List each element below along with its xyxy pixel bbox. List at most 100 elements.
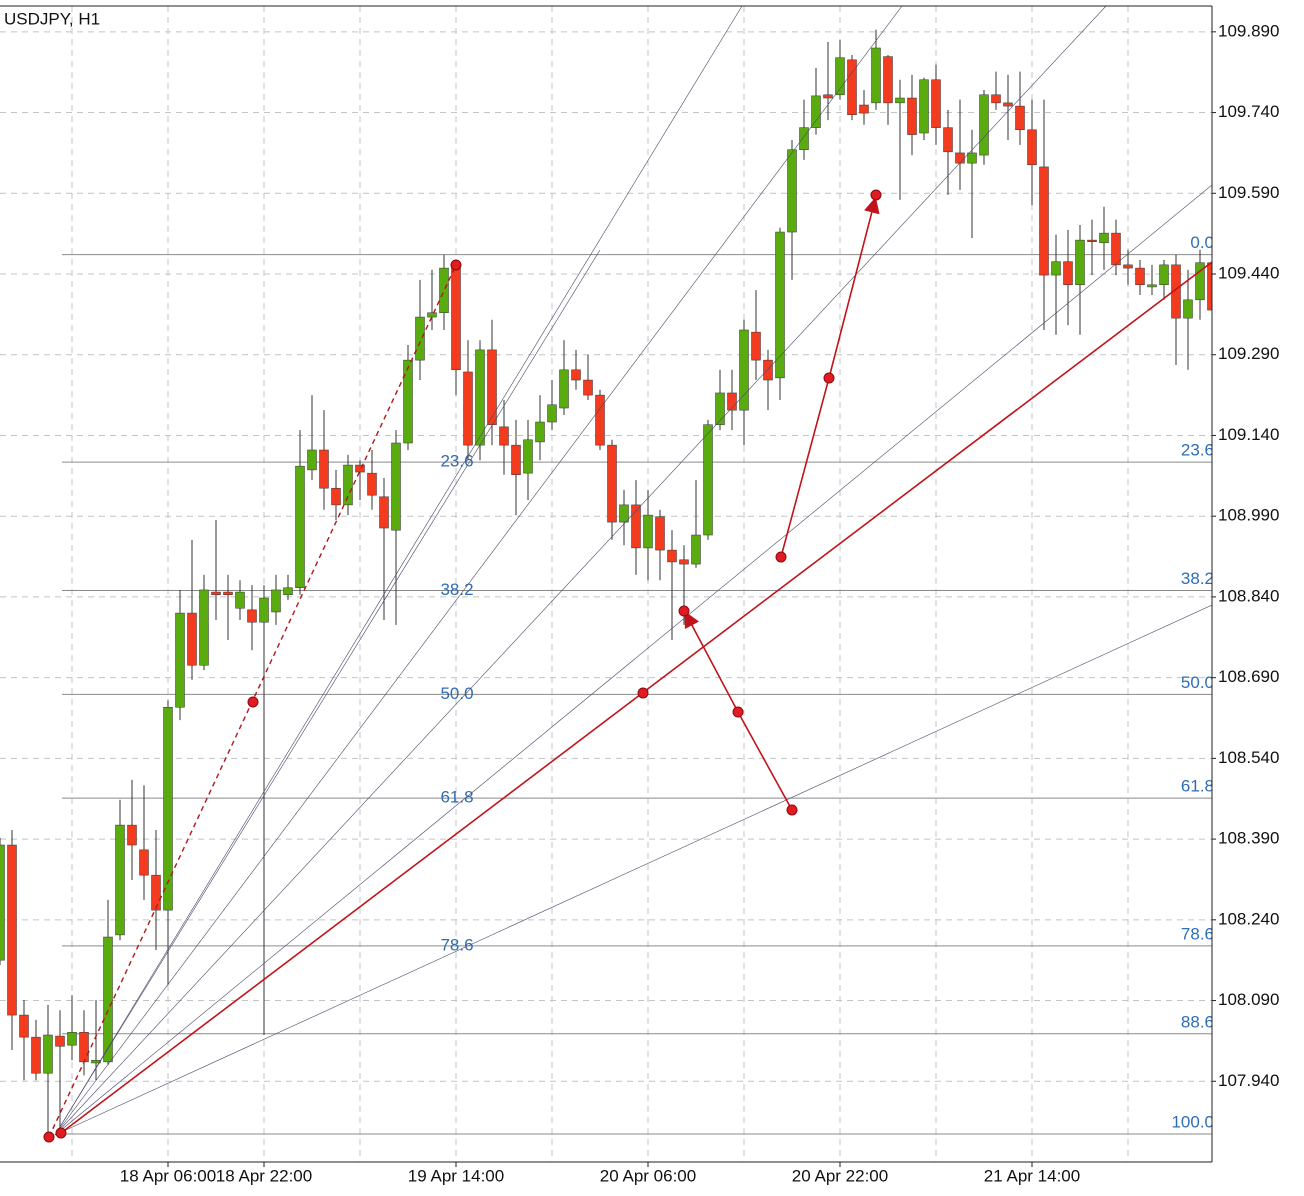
candle-body bbox=[139, 849, 149, 876]
candle-body bbox=[247, 609, 257, 623]
candle-body bbox=[403, 359, 413, 444]
candle-body bbox=[715, 392, 725, 425]
candle-body bbox=[79, 1032, 89, 1063]
x-tick-label: 18 Apr 06:00 bbox=[120, 1166, 216, 1185]
candle-body bbox=[967, 152, 977, 164]
candle-body bbox=[703, 424, 713, 536]
candle-body bbox=[283, 587, 293, 596]
y-tick-label: 109.440 bbox=[1218, 263, 1279, 282]
axes: 109.890 109.740 109.590 109.440 109.290 109.1… bbox=[120, 21, 1280, 1185]
candle-body bbox=[787, 149, 797, 233]
candle-body bbox=[691, 534, 701, 565]
candle-body bbox=[1003, 102, 1013, 107]
candle-body bbox=[427, 312, 437, 318]
x-tick-label: 20 Apr 22:00 bbox=[792, 1166, 888, 1185]
candle-body bbox=[163, 706, 173, 911]
fibonacci: 0.0 23.6 23.6 38.2 38.2 50.0 50.0 61.8 61.8 78.6 7… bbox=[62, 233, 1214, 1135]
y-tick-label: 108.390 bbox=[1218, 829, 1279, 848]
point bbox=[55, 1127, 67, 1139]
candle-body bbox=[1099, 232, 1109, 244]
candle-body bbox=[199, 589, 209, 666]
candle-body bbox=[151, 874, 161, 911]
candle-body bbox=[991, 94, 1001, 104]
candle-body bbox=[1111, 232, 1121, 266]
fib-label: 88.6 bbox=[1181, 1012, 1214, 1031]
point bbox=[678, 605, 690, 617]
candle-body bbox=[883, 56, 893, 104]
y-tick-label: 108.090 bbox=[1218, 990, 1279, 1009]
candle-body bbox=[835, 57, 845, 96]
candle-body bbox=[727, 392, 737, 411]
candle-body bbox=[43, 1034, 53, 1074]
candle-body bbox=[739, 329, 749, 411]
candle-body bbox=[751, 331, 761, 361]
candle-body bbox=[103, 936, 113, 1063]
candle-body bbox=[1123, 264, 1133, 269]
candle-body bbox=[115, 824, 125, 936]
candle-body bbox=[175, 612, 185, 708]
fan-line bbox=[54, 6, 903, 1136]
fib-label: 50.0 bbox=[440, 684, 473, 703]
candle-body bbox=[67, 1032, 77, 1046]
candle-body bbox=[187, 612, 197, 666]
candle-body bbox=[799, 127, 809, 150]
fib-label: 50.0 bbox=[1181, 673, 1214, 692]
point bbox=[247, 696, 259, 708]
candle-body bbox=[0, 844, 5, 961]
candle-body bbox=[355, 464, 365, 473]
point bbox=[786, 804, 798, 816]
candle-body bbox=[907, 97, 917, 135]
candle-body bbox=[391, 442, 401, 531]
grid bbox=[0, 6, 1212, 1162]
point bbox=[823, 372, 835, 384]
candle-body bbox=[1207, 262, 1212, 311]
candle-body bbox=[7, 844, 17, 1016]
candle-body bbox=[259, 597, 269, 623]
x-tick-label: 19 Apr 14:00 bbox=[408, 1166, 504, 1185]
candle-body bbox=[1159, 264, 1169, 286]
candle-body bbox=[871, 47, 881, 104]
y-tick-label: 109.590 bbox=[1218, 183, 1279, 202]
candle-body bbox=[775, 231, 785, 379]
candle-body bbox=[1087, 239, 1097, 242]
fib-label: 61.8 bbox=[440, 788, 473, 807]
candle-body bbox=[1039, 166, 1049, 276]
candle-body bbox=[1063, 261, 1073, 286]
fib-label: 23.6 bbox=[1181, 441, 1214, 460]
y-tick-label: 108.840 bbox=[1218, 586, 1279, 605]
candle-body bbox=[979, 94, 989, 156]
x-tick-label: 21 Apr 14:00 bbox=[984, 1166, 1080, 1185]
y-tick-label: 108.990 bbox=[1218, 506, 1279, 525]
candle-body bbox=[223, 591, 233, 596]
y-tick-label: 108.690 bbox=[1218, 667, 1279, 686]
candle-body bbox=[367, 472, 377, 496]
candle-body bbox=[763, 359, 773, 381]
candle-body bbox=[643, 514, 653, 549]
point bbox=[870, 189, 882, 201]
point bbox=[775, 551, 787, 563]
candle-body bbox=[511, 444, 521, 476]
candle-body bbox=[583, 379, 593, 396]
y-tick-label: 109.740 bbox=[1218, 102, 1279, 121]
candle-body bbox=[235, 591, 245, 609]
candle-body bbox=[655, 516, 665, 551]
candle-body bbox=[415, 316, 425, 361]
candle-body bbox=[535, 421, 545, 443]
fan-line bbox=[54, 604, 1212, 1136]
fan-line bbox=[54, 6, 1107, 1136]
candle-body bbox=[19, 1014, 29, 1038]
fib-label: 61.8 bbox=[1181, 777, 1214, 796]
candle-body bbox=[331, 487, 341, 506]
candle-body bbox=[847, 59, 857, 115]
fan-line bbox=[54, 184, 1212, 1136]
candle-body bbox=[679, 559, 689, 565]
y-tick-label: 107.940 bbox=[1218, 1071, 1279, 1090]
candle-body bbox=[859, 104, 869, 114]
candle-body bbox=[955, 152, 965, 164]
candle-body bbox=[1075, 239, 1085, 286]
candle-body bbox=[619, 504, 629, 523]
fib-label: 78.6 bbox=[440, 935, 473, 954]
fib-label: 78.6 bbox=[1181, 924, 1214, 943]
